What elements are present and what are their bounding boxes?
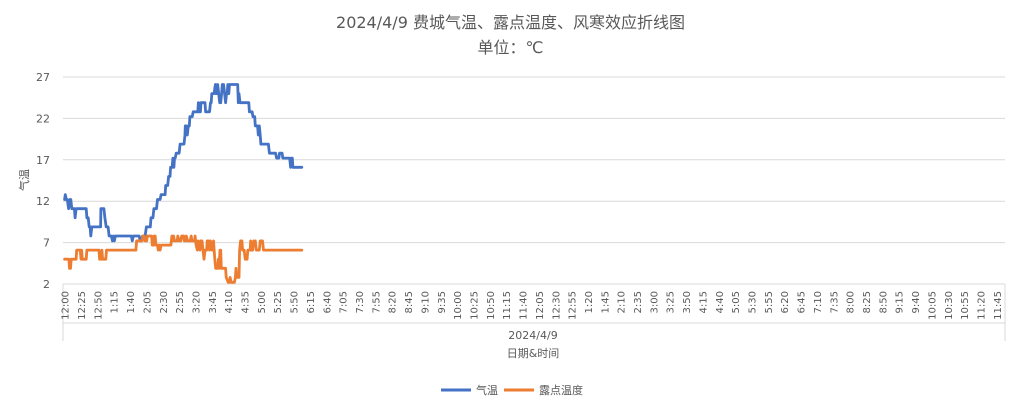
y-tick-label: 27	[36, 71, 50, 84]
x-tick-label: 12:50	[93, 291, 104, 320]
x-tick-label: 9:35	[437, 291, 448, 313]
y-tick-label: 12	[36, 195, 50, 208]
x-tick-label: 6:15	[306, 291, 317, 313]
gridlines	[62, 76, 1006, 341]
legend-label-air-temp: 气温	[476, 383, 498, 397]
x-tick-label: 2:05	[142, 291, 153, 313]
x-tick-label: 1:20	[584, 291, 595, 313]
x-tick-label: 8:25	[862, 291, 873, 313]
x-tick-label: 11:45	[993, 291, 1004, 320]
x-tick-label: 6:40	[322, 291, 333, 313]
x-tick-label: 10:55	[960, 291, 971, 320]
x-tick-label: 12:25	[77, 291, 88, 320]
series-lines	[63, 83, 304, 284]
x-tick-label: 1:45	[600, 291, 611, 313]
x-tick-label: 12:30	[551, 291, 562, 320]
x-tick-label: 5:30	[748, 291, 759, 313]
x-tick-label: 8:50	[878, 291, 889, 313]
legend-item-dew-point: 露点温度	[504, 383, 583, 397]
x-axis-ticks: 12:00 12:25 12:50 1:15 1:40 2:05 2:30 2:55 3:20 3…	[61, 291, 1004, 320]
x-tick-label: 1:40	[126, 291, 137, 313]
x-tick-label: 5:55	[764, 291, 775, 313]
series-line-air-temp	[63, 83, 304, 243]
x-tick-label: 8:00	[846, 291, 857, 313]
x-group-label: 2024/4/9	[508, 329, 557, 342]
y-tick-label: 17	[36, 154, 50, 167]
x-tick-label: 10:00	[453, 291, 464, 320]
x-tick-label: 7:10	[813, 291, 824, 313]
legend-label-dew-point: 露点温度	[539, 383, 583, 397]
y-tick-label: 7	[43, 237, 50, 250]
chart-subtitle: 单位：℃	[477, 38, 544, 57]
x-tick-label: 4:10	[224, 291, 235, 313]
x-tick-label: 9:40	[911, 291, 922, 313]
x-tick-label: 11:15	[502, 291, 513, 320]
x-tick-label: 3:45	[208, 291, 219, 313]
x-axis-title: 日期&时间	[507, 347, 560, 360]
x-tick-label: 4:40	[715, 291, 726, 313]
x-tick-label: 6:45	[797, 291, 808, 313]
x-tick-label: 12:05	[535, 291, 546, 320]
x-tick-label: 11:20	[976, 291, 987, 320]
x-tick-label: 9:10	[420, 291, 431, 313]
x-tick-label: 1:15	[110, 291, 121, 313]
x-tick-label: 3:50	[682, 291, 693, 313]
x-tick-label: 5:00	[257, 291, 268, 313]
y-axis-title: 气温	[17, 169, 31, 191]
x-tick-label: 4:15	[698, 291, 709, 313]
x-tick-label: 2:10	[617, 291, 628, 313]
legend-item-air-temp: 气温	[441, 383, 498, 397]
x-tick-label: 10:05	[927, 291, 938, 320]
x-tick-label: 11:40	[519, 291, 530, 320]
y-tick-label: 2	[43, 278, 50, 291]
x-tick-label: 10:25	[469, 291, 480, 320]
x-tick-label: 2:55	[175, 291, 186, 313]
x-tick-label: 3:25	[666, 291, 677, 313]
x-tick-label: 4:35	[241, 291, 252, 313]
x-tick-label: 3:20	[191, 291, 202, 313]
x-tick-label: 8:45	[404, 291, 415, 313]
x-tick-label: 6:20	[780, 291, 791, 313]
x-tick-label: 10:30	[944, 291, 955, 320]
x-tick-label: 12:55	[568, 291, 579, 320]
series-line-dew-point	[63, 234, 304, 284]
x-tick-label: 5:50	[290, 291, 301, 313]
x-tick-label: 12:00	[61, 291, 72, 320]
chart-title: 2024/4/9 费城气温、露点温度、风寒效应折线图	[336, 13, 685, 32]
x-tick-label: 7:35	[829, 291, 840, 313]
x-tick-label: 2:35	[633, 291, 644, 313]
x-tick-label: 7:30	[355, 291, 366, 313]
x-tick-label: 7:05	[339, 291, 350, 313]
x-tick-label: 5:25	[273, 291, 284, 313]
x-tick-label: 8:20	[388, 291, 399, 313]
x-tick-label: 9:15	[895, 291, 906, 313]
x-tick-label: 3:00	[649, 291, 660, 313]
y-tick-label: 22	[36, 112, 50, 125]
x-tick-label: 10:50	[486, 291, 497, 320]
x-tick-label: 5:05	[731, 291, 742, 313]
x-tick-label: 7:55	[371, 291, 382, 313]
x-tick-label: 2:30	[159, 291, 170, 313]
legend: 气温 露点温度	[441, 383, 583, 397]
